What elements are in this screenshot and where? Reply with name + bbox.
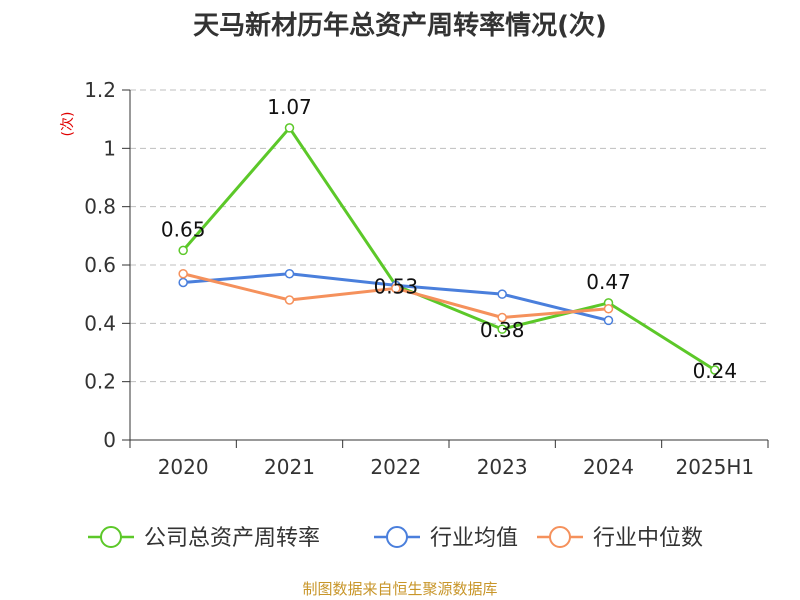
data-point: [178, 277, 188, 288]
data-point: [710, 365, 720, 375]
x-tick-label: 2022: [370, 455, 421, 479]
x-tick-label: 2020: [158, 455, 209, 479]
legend-item-2[interactable]: 行业中位数: [537, 526, 703, 551]
series-line-0: [181, 126, 717, 372]
legend-item-0[interactable]: 公司总资产周转率: [88, 526, 320, 551]
data-point: [284, 295, 295, 305]
y-tick-label: 0.6: [84, 253, 116, 277]
source-note: 制图数据来自恒生聚源数据库: [302, 580, 497, 598]
y-tick-label: 1: [103, 136, 116, 160]
data-point: [497, 324, 507, 334]
data-point: [391, 283, 401, 294]
series-lines: [178, 123, 720, 375]
data-point: [284, 123, 295, 133]
data-point: [178, 269, 188, 279]
legend-item-1[interactable]: 行业均值: [374, 526, 518, 551]
y-tick-label: 0.2: [84, 370, 116, 394]
legend: 公司总资产周转率 行业均值 行业中位数: [88, 526, 703, 551]
data-label: 0.24: [693, 359, 738, 383]
data-label: 1.07: [267, 95, 312, 119]
data-label: 0.53: [374, 274, 419, 298]
legend-label: 公司总资产周转率: [144, 526, 320, 551]
y-axis-label: (次): [60, 112, 76, 137]
data-point: [603, 315, 614, 326]
axes: 0 0.2 0.4 0.6 0.8 1 1.2 2020 2021 2022 2023 2024 202…: [84, 78, 769, 479]
data-label: 0.47: [586, 270, 631, 294]
data-point: [497, 289, 507, 299]
y-tick-label: 0.8: [84, 195, 116, 219]
data-point: [178, 245, 188, 256]
x-tick-label: 2025H1: [675, 455, 754, 479]
data-point: [284, 269, 295, 279]
legend-marker: [549, 526, 571, 548]
y-tick-label: 0.4: [84, 311, 116, 335]
data-point: [497, 312, 507, 323]
data-point: [603, 304, 614, 314]
x-tick-label: 2024: [583, 455, 634, 479]
data-labels: 0.65 1.07 0.53 0.38 0.47 0.24: [161, 95, 737, 383]
data-label: 0.38: [480, 318, 525, 342]
y-tick-label: 1.2: [84, 78, 116, 102]
legend-marker: [386, 526, 408, 548]
x-tick-label: 2023: [477, 455, 528, 479]
x-tick-label: 2021: [264, 455, 315, 479]
data-label: 0.65: [161, 217, 206, 241]
y-tick-label: 0: [103, 428, 116, 452]
legend-marker: [100, 526, 122, 548]
legend-label: 行业均值: [430, 526, 518, 551]
legend-label: 行业中位数: [593, 526, 703, 551]
chart-title: 天马新材历年总资产周转率情况(次): [193, 10, 607, 41]
grid-lines: [130, 89, 768, 383]
